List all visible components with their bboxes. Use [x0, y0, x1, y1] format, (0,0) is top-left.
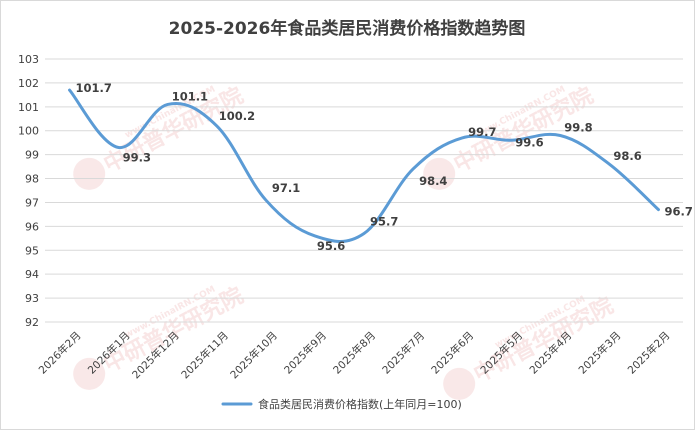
- x-tick-label: 2025年3月: [576, 329, 624, 377]
- data-label: 99.6: [515, 135, 543, 149]
- data-label: 99.7: [468, 125, 496, 139]
- data-label: 96.7: [664, 205, 692, 219]
- data-label: 95.7: [370, 215, 398, 229]
- watermark-text: 中研普华研究院: [469, 293, 617, 388]
- watermark-logo-icon: [443, 367, 476, 400]
- x-tick-label: 2025年7月: [380, 329, 428, 377]
- y-tick-label: 94: [25, 268, 39, 281]
- data-labels: 101.7 99.3 101.1 100.2 97.1 95.6 95.7 98.4 99.7 9…: [76, 81, 693, 253]
- data-label: 97.1: [272, 181, 300, 195]
- y-tick-label: 99: [25, 149, 39, 162]
- x-tick-label: 2025年2月: [625, 329, 673, 377]
- data-label: 100.2: [219, 109, 255, 123]
- y-axis: 92 93 94 95 96 97 98 99 100 101 102 103: [18, 53, 39, 329]
- y-tick-label: 100: [18, 125, 39, 138]
- legend: 食品类居民消费价格指数(上年同月=100): [221, 397, 462, 411]
- x-tick-label: 2025年10月: [228, 329, 280, 381]
- x-tick-label: 2025年8月: [330, 329, 378, 377]
- watermark-logo-icon: [423, 157, 456, 190]
- y-tick-label: 95: [25, 244, 39, 257]
- y-tick-label: 102: [18, 77, 39, 90]
- legend-label: 食品类居民消费价格指数(上年同月=100): [258, 397, 462, 411]
- y-tick-label: 96: [25, 220, 39, 233]
- data-label: 99.8: [564, 121, 592, 135]
- data-label: 95.6: [317, 239, 345, 253]
- y-tick-label: 103: [18, 53, 39, 66]
- chart-title: 2025-2026年食品类居民消费价格指数趋势图: [169, 18, 526, 39]
- data-label: 101.1: [172, 89, 208, 103]
- y-tick-label: 101: [18, 101, 39, 114]
- y-tick-label: 97: [25, 196, 39, 209]
- watermark-logo-icon: [73, 357, 106, 390]
- data-label: 98.6: [613, 149, 641, 163]
- x-tick-label: 2025年9月: [281, 329, 329, 377]
- y-tick-label: 98: [25, 173, 39, 186]
- y-tick-label: 92: [25, 316, 39, 329]
- data-label: 99.3: [123, 150, 151, 164]
- y-tick-label: 93: [25, 292, 39, 305]
- data-label: 98.4: [419, 174, 447, 188]
- watermark-logo-icon: [73, 157, 106, 190]
- plot-area: [68, 88, 660, 244]
- data-label: 101.7: [76, 81, 112, 95]
- gridlines: [45, 58, 683, 323]
